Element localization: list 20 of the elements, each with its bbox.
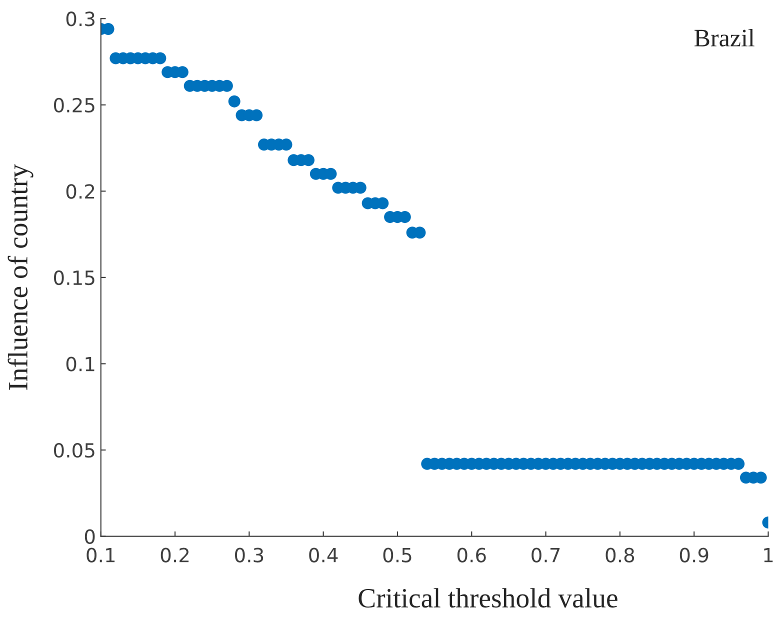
y-axis-title: Influence of country [8,164,34,390]
y-tick-label: 0.05 [54,442,94,458]
annotation: Brazil [694,28,754,47]
y-tick-label: 0.15 [54,270,94,286]
y-tick-label: 0 [84,529,95,544]
x-tick-label: 0.6 [457,548,486,562]
x-tick-label: 0.3 [235,548,264,562]
x-tick-label: 0.1 [86,548,115,562]
x-tick-label: 0.9 [680,548,708,562]
x-tick-label: 0.5 [383,548,412,562]
y-tick-label: 0.25 [54,98,94,113]
y-tick-label: 0.1 [66,356,94,372]
y-tick-label: 0.2 [66,184,94,199]
x-tick-label: 0.7 [532,548,560,562]
y-tick-label: 0.3 [66,12,94,26]
x-tick-label: 1 [764,548,773,562]
x-tick-label: 0.2 [160,548,189,562]
x-tick-label: 0.8 [606,548,634,562]
x-axis-title: Critical threshold value [358,588,618,608]
x-tick-label: 0.4 [309,548,338,562]
